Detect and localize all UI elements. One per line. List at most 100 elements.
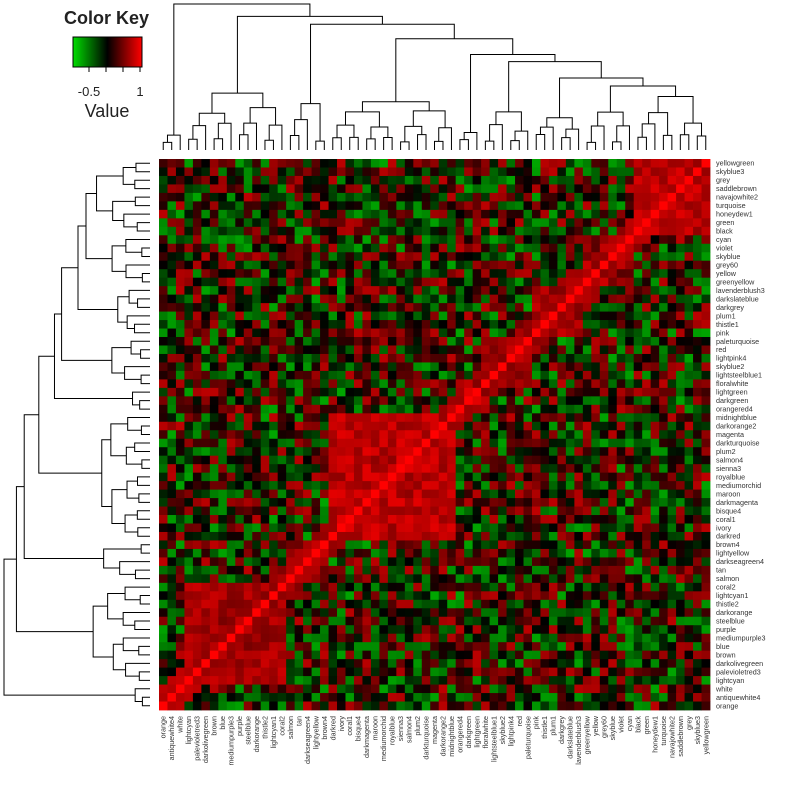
heatmap-cell	[421, 353, 431, 363]
heatmap-cell	[489, 396, 499, 406]
heatmap-cell	[277, 430, 287, 440]
heatmap-cell	[472, 693, 482, 702]
heatmap-cell	[464, 260, 474, 270]
heatmap-cell	[387, 413, 397, 423]
heatmap-cell	[328, 557, 338, 567]
row-label: magenta	[716, 430, 744, 439]
heatmap-cell	[701, 311, 711, 321]
heatmap-cell	[294, 277, 304, 287]
heatmap-cell	[438, 269, 448, 279]
heatmap-cell	[167, 447, 177, 457]
dendrogram-branch	[349, 136, 359, 150]
heatmap-cell	[684, 379, 694, 389]
heatmap-cell	[693, 218, 702, 228]
heatmap-cell	[481, 413, 490, 423]
heatmap-cell	[659, 531, 669, 541]
heatmap-cell	[184, 328, 194, 338]
heatmap-cell	[447, 226, 457, 236]
heatmap-cell	[184, 192, 194, 202]
heatmap-cell	[294, 506, 304, 516]
heatmap-cell	[667, 684, 677, 694]
heatmap-cell	[201, 531, 211, 541]
heatmap-cell	[489, 413, 499, 423]
heatmap-cell	[303, 430, 312, 440]
heatmap-cell	[667, 667, 677, 677]
heatmap-cell	[582, 286, 592, 296]
heatmap-cell	[616, 218, 626, 228]
column-label: yellowgreen	[701, 716, 710, 754]
heatmap-cell	[430, 464, 440, 474]
heatmap-cell	[328, 311, 338, 321]
heatmap-cell	[506, 328, 516, 338]
heatmap-cell	[565, 498, 575, 507]
heatmap-cell	[531, 676, 541, 685]
heatmap-cell	[676, 404, 685, 414]
heatmap-cell	[345, 481, 355, 490]
heatmap-cell	[286, 472, 296, 482]
heatmap-cell	[472, 515, 482, 524]
heatmap-cell	[201, 260, 211, 270]
heatmap-cell	[370, 277, 380, 287]
heatmap-cell	[506, 226, 516, 236]
heatmap-cell	[362, 277, 372, 287]
heatmap-cell	[337, 370, 346, 380]
heatmap-cell	[608, 413, 618, 423]
heatmap-cell	[701, 531, 711, 541]
dendrogram-branch	[101, 439, 112, 508]
heatmap-cell	[642, 370, 652, 380]
heatmap-cell	[684, 667, 694, 677]
heatmap-cell	[260, 201, 270, 211]
heatmap-cell	[286, 642, 296, 652]
heatmap-cell	[489, 591, 499, 601]
heatmap-cell	[379, 243, 389, 253]
heatmap-cell	[591, 701, 601, 711]
heatmap-cell	[591, 353, 601, 363]
heatmap-cell	[379, 260, 389, 270]
heatmap-cell	[413, 421, 423, 431]
heatmap-cell	[693, 464, 702, 474]
heatmap-cell	[218, 379, 228, 389]
heatmap-cell	[438, 404, 448, 414]
heatmap-cell	[489, 667, 499, 677]
dendrogram-branch	[662, 134, 673, 150]
heatmap-cell	[167, 345, 177, 355]
heatmap-cell	[591, 667, 601, 677]
heatmap-cell	[667, 659, 677, 669]
heatmap-cell	[616, 430, 626, 440]
heatmap-cell	[616, 175, 626, 185]
heatmap-cell	[464, 379, 474, 389]
heatmap-cell	[311, 260, 321, 270]
heatmap-cell	[201, 667, 211, 677]
heatmap-cell	[226, 608, 236, 618]
heatmap-cell	[362, 633, 372, 643]
heatmap-cell	[269, 676, 279, 685]
heatmap-cell	[175, 167, 185, 177]
heatmap-cell	[565, 591, 575, 601]
heatmap-cell	[489, 582, 499, 592]
heatmap-cell	[574, 294, 584, 304]
heatmap-cell	[209, 269, 219, 279]
heatmap-cell	[201, 201, 211, 211]
heatmap-cell	[277, 345, 287, 355]
heatmap-cell	[625, 523, 635, 533]
heatmap-cell	[396, 209, 406, 219]
heatmap-cell	[175, 548, 185, 558]
heatmap-cell	[286, 523, 296, 533]
heatmap-cell	[438, 235, 448, 245]
heatmap-cell	[218, 167, 228, 177]
heatmap-cell	[345, 684, 355, 694]
heatmap-cell	[184, 430, 194, 440]
heatmap-cell	[642, 235, 652, 245]
heatmap-cell	[175, 489, 185, 499]
heatmap-cell	[159, 404, 168, 414]
heatmap-cell	[387, 489, 397, 499]
heatmap-cell	[362, 167, 372, 177]
heatmap-cell	[303, 226, 312, 236]
heatmap-cell	[328, 387, 338, 397]
heatmap-cell	[201, 218, 211, 228]
heatmap-cell	[421, 650, 431, 660]
heatmap-cell	[489, 159, 499, 168]
heatmap-cell	[540, 701, 550, 711]
row-label: bisque4	[716, 506, 741, 515]
heatmap-cell	[523, 498, 533, 507]
